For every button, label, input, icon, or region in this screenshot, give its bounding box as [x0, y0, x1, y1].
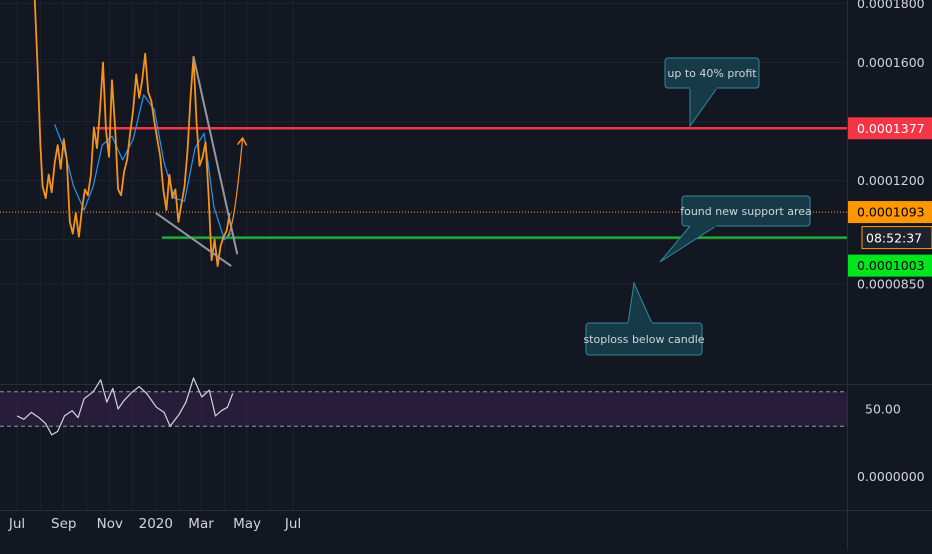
time-axis-tick-label: Jul: [8, 516, 25, 532]
support-price-tag: 0.0001003: [848, 254, 932, 277]
rsi-band: [0, 391, 847, 427]
time-axis-tick-label: May: [233, 516, 261, 532]
price-axis-tick-label: 0.0000850: [857, 276, 925, 291]
resistance-price-tag: 0.0001377: [848, 117, 932, 140]
callout-box[interactable]: [681, 195, 811, 227]
last-price-tag-text: 0.0001093: [857, 205, 925, 220]
callout-profit[interactable]: up to 40% profit: [664, 57, 760, 128]
callout-tail: [627, 281, 653, 324]
price-axis-tick-label: 0.0001200: [857, 173, 925, 188]
time-axis-tick-label: 2020: [139, 516, 173, 532]
time-axis-tick-label: Nov: [97, 516, 123, 532]
rsi-overbought-oversold-band: [0, 391, 847, 427]
last-price-tag-bg: [848, 201, 932, 224]
callout-text: found new support area: [680, 205, 812, 218]
trend-lines[interactable]: [155, 56, 243, 267]
volume-axis-tick-label: 0.0000000: [857, 469, 925, 484]
callout-text: up to 40% profit: [667, 67, 757, 80]
callout-support[interactable]: found new support area: [659, 195, 812, 263]
callout-stoploss[interactable]: stoploss below candle: [583, 281, 705, 356]
callout-tail: [689, 87, 718, 128]
callout-text: stoploss below candle: [583, 333, 704, 346]
bar-countdown-text: 08:52:37: [866, 231, 922, 246]
time-axis-tick-label: Mar: [188, 516, 214, 532]
time-axis-tick-label: Sep: [51, 516, 76, 532]
price-series: [16, 0, 234, 436]
last-price-tag: 0.0001093: [848, 201, 932, 224]
time-axis-tick-label: Jul: [284, 516, 301, 532]
support-price-tag-bg: [848, 254, 932, 277]
resistance-price-tag-bg: [848, 117, 932, 140]
resistance-price-tag-text: 0.0001377: [857, 121, 925, 136]
annotations[interactable]: up to 40% profit found new support area st…: [583, 57, 812, 356]
projection-arrow[interactable]: [226, 139, 242, 237]
bar-countdown-bg: [861, 226, 932, 250]
bar-countdown-tag: 08:52:37: [861, 226, 932, 250]
rsi-axis-tick-label: 50.00: [865, 402, 901, 417]
axes: 0.0001800 0.0001600 0.0001200 0.0000850 0.00…: [8, 0, 932, 532]
price-axis-tick-label: 0.0001600: [857, 55, 925, 70]
rsi-line: [16, 377, 234, 436]
callout-tail: [659, 225, 718, 263]
support-price-tag-text: 0.0001003: [857, 258, 925, 273]
descending-resistance-trendline[interactable]: [192, 56, 239, 255]
moving-average-line: [54, 94, 232, 241]
price-line: [33, 0, 231, 267]
price-axis-tick-label: 0.0001800: [857, 0, 925, 11]
descending-support-trendline[interactable]: [155, 212, 232, 267]
